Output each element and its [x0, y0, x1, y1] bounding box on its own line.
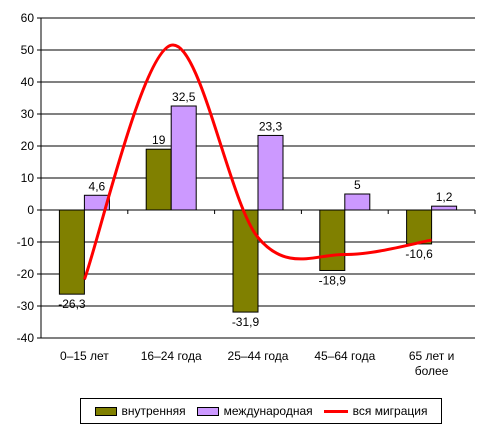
data-label-international: 23,3: [259, 119, 283, 133]
bar-internal: [232, 209, 259, 313]
legend-item-internal: внутренняя: [94, 404, 186, 418]
bars: [58, 105, 458, 313]
bar-internal: [406, 209, 433, 245]
legend-item-international: международная: [196, 404, 313, 418]
total-migration-curve: [82, 43, 432, 280]
y-tick-label: 0: [27, 203, 34, 217]
data-label-internal: -18,9: [319, 273, 347, 287]
category-label: 65 лет и: [409, 349, 455, 363]
data-label-internal: -10,6: [405, 247, 433, 261]
y-tick-label: -20: [17, 267, 35, 281]
y-tick-label: 60: [21, 11, 35, 25]
category-label: 16–24 года: [141, 349, 202, 363]
legend: внутренняя международная вся миграция: [80, 398, 442, 424]
y-tick-label: -10: [17, 235, 35, 249]
legend-item-total: вся миграция: [323, 404, 428, 418]
category-label: более: [415, 364, 449, 378]
total-migration-line: [82, 43, 432, 280]
category-label: 45–64 года: [314, 349, 375, 363]
data-label-internal: -26,3: [58, 297, 86, 311]
legend-label-total: вся миграция: [352, 404, 428, 418]
bar-international: [344, 193, 371, 211]
data-labels: -26,3 19 -31,9 -18,9 -10,6 4,6 32,5 23,3 5 1,2: [58, 90, 453, 329]
category-labels: 0–15 лет 16–24 года 25–44 года 45–64 года 65…: [60, 349, 454, 378]
y-tick-label: 50: [21, 43, 35, 57]
data-label-international: 4,6: [89, 179, 106, 193]
y-tick-label: 20: [21, 139, 35, 153]
legend-swatch-total: [323, 409, 348, 413]
category-label: 25–44 года: [228, 349, 289, 363]
y-tick-label: 30: [21, 107, 35, 121]
legend-label-internal: внутренняя: [121, 404, 186, 418]
bar-internal: [319, 209, 346, 271]
bar-international: [257, 134, 284, 211]
legend-swatch-international: [196, 406, 219, 416]
y-tick-label: -40: [17, 331, 35, 345]
data-label-international: 32,5: [172, 90, 196, 104]
bar-internal: [58, 209, 85, 295]
y-tick-label: 10: [21, 171, 35, 185]
bar-international: [83, 194, 110, 211]
bar-internal: [145, 148, 172, 211]
data-label-international: 5: [354, 178, 361, 192]
y-tick-label: -30: [17, 299, 35, 313]
legend-swatch-internal: [94, 406, 117, 416]
category-label: 0–15 лет: [60, 349, 109, 363]
bar-international: [170, 105, 197, 211]
legend-label-international: международная: [223, 404, 313, 418]
bar-international: [431, 205, 458, 211]
data-label-international: 1,2: [436, 190, 453, 204]
y-tick-label: 40: [21, 75, 35, 89]
y-axis: -40 -30 -20 -10 0 10 20 30 40 50 60: [17, 11, 476, 345]
data-label-internal: -31,9: [232, 315, 260, 329]
data-label-internal: 19: [152, 133, 166, 147]
